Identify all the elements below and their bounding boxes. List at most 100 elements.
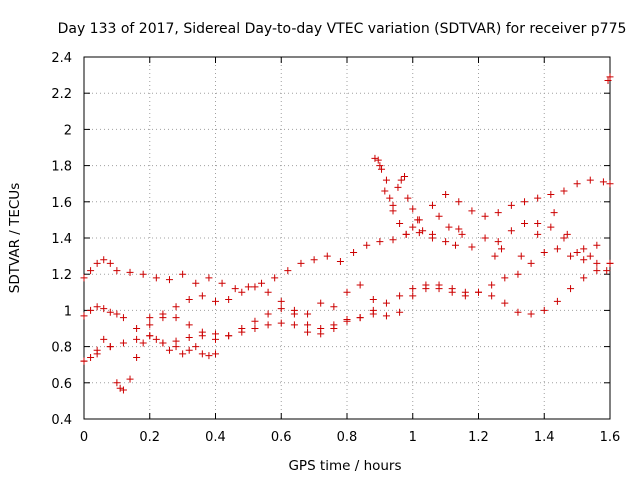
data-point [172,303,180,311]
data-point [179,270,187,278]
y-axis-label: SDTVAR / TECUs [7,183,23,293]
data-point [244,283,252,291]
data-point [356,314,364,322]
data-point [133,353,141,361]
data-point [106,308,114,316]
data-point [382,176,390,184]
data-point [573,180,581,188]
data-point [277,319,285,327]
data-point [264,310,272,318]
data-point [567,252,575,260]
data-point [507,201,515,209]
data-point [212,350,219,358]
data-point [563,230,571,238]
data-point [461,288,469,296]
data-point [126,375,134,383]
data-point [455,198,463,206]
x-tick-label: 1.2 [468,430,489,445]
data-point [606,180,614,188]
x-tick-label: 1 [409,430,417,445]
data-point [451,241,459,249]
x-tick-label: 0.2 [139,430,160,445]
data-point [397,176,405,184]
x-tick-label: 0.4 [205,430,226,445]
data-point [350,248,358,256]
data-point [363,241,371,249]
data-point [116,384,124,392]
data-point [527,259,535,267]
data-point [580,256,588,264]
data-point [606,73,614,81]
x-tick-label: 1.6 [600,430,621,445]
data-point [527,310,535,318]
data-point [586,176,594,184]
data-point [553,245,561,253]
data-point [317,299,325,307]
data-point [468,243,476,251]
data-point [445,223,453,231]
data-point [494,238,502,246]
data-point [100,305,108,313]
data-point [356,281,364,289]
data-point [371,154,379,162]
data-point [225,296,233,304]
data-point [394,183,402,191]
data-point [126,268,134,276]
data-point [165,346,173,354]
data-point [604,77,612,85]
chart-title: Day 133 of 2017, Sidereal Day-to-day VTE… [58,21,627,37]
y-tick-label: 0.6 [51,377,72,392]
data-point [106,343,114,351]
data-point [277,305,285,313]
series-track-e [146,162,594,343]
data-point [419,227,427,235]
data-point [113,379,121,387]
data-point [401,172,409,180]
data-point [139,270,147,278]
data-point [185,321,193,329]
data-point [133,335,141,343]
data-point [172,314,180,322]
data-point [428,230,436,238]
data-point [113,267,121,275]
data-point [415,229,423,237]
data-point [192,343,200,351]
data-point [146,321,154,329]
data-point [409,205,417,213]
data-point [146,332,154,340]
data-point [475,288,482,296]
y-tick-label: 0.8 [51,341,72,356]
data-point [304,310,312,318]
data-point [507,227,515,235]
data-point [494,209,502,217]
data-point [80,274,88,282]
data-point [517,252,525,260]
data-point [87,267,95,275]
data-point [113,310,121,318]
data-point [481,212,489,220]
data-point [498,245,506,253]
data-point [389,236,397,244]
data-point [218,279,226,287]
data-point [152,335,160,343]
y-tick-label: 1.4 [51,232,72,247]
data-point [560,234,568,242]
data-point [258,279,266,287]
data-point [534,230,542,238]
data-point [336,258,344,266]
data-point [458,230,466,238]
data-point [310,256,318,264]
data-point [382,312,390,320]
data-point [198,292,206,300]
x-tick-label: 0.6 [271,430,292,445]
data-point [514,270,522,278]
data-point [304,321,312,329]
data-point [442,191,450,199]
y-tick-label: 1.8 [51,160,72,175]
data-point [343,288,351,296]
data-point [80,357,88,365]
data-point [468,207,476,215]
data-point [198,350,206,358]
data-points [80,73,614,394]
axis-ticks: 0 0.2 0.4 0.6 0.8 1 1.2 1.4 1.6 0.4 0.6 0.8 1 1.2 1.4 1… [51,51,620,445]
